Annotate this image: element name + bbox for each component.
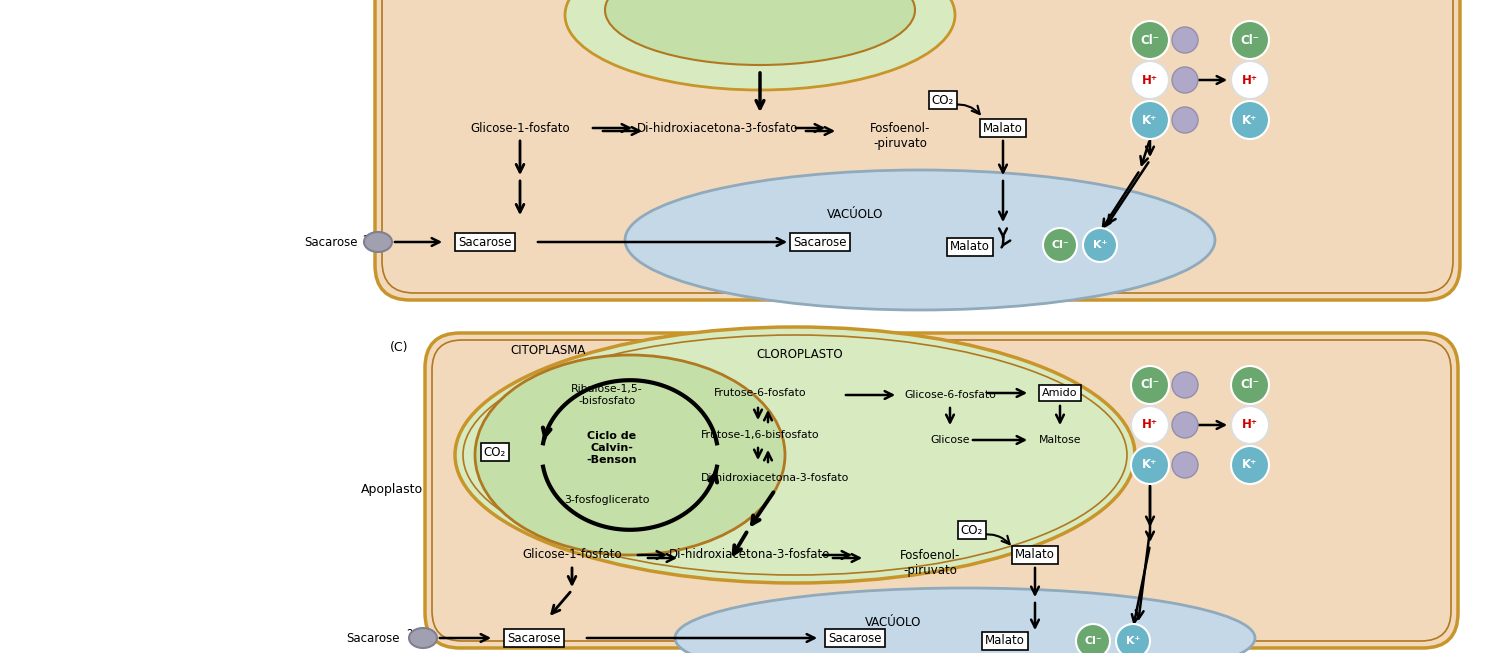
Text: Amido: Amido xyxy=(1042,388,1078,398)
Text: Malato: Malato xyxy=(983,121,1023,135)
Circle shape xyxy=(1131,446,1169,484)
Text: Glicose-6-fosfato: Glicose-6-fosfato xyxy=(904,390,995,400)
Circle shape xyxy=(1131,21,1169,59)
Circle shape xyxy=(1172,372,1197,398)
Text: H⁺: H⁺ xyxy=(1142,74,1158,86)
Text: Cl⁻: Cl⁻ xyxy=(1140,379,1160,392)
Text: Apoplasto: Apoplasto xyxy=(361,483,423,496)
Text: ?: ? xyxy=(361,234,369,246)
Circle shape xyxy=(1172,412,1197,438)
Text: CO₂: CO₂ xyxy=(961,524,983,537)
Text: ?: ? xyxy=(407,628,413,641)
Circle shape xyxy=(1044,228,1077,262)
Circle shape xyxy=(1230,446,1270,484)
Text: Malato: Malato xyxy=(1015,549,1054,562)
Circle shape xyxy=(1230,101,1270,139)
Text: Cl⁻: Cl⁻ xyxy=(1084,636,1102,646)
Text: K⁺: K⁺ xyxy=(1093,240,1107,250)
FancyBboxPatch shape xyxy=(425,333,1458,648)
Text: CO₂: CO₂ xyxy=(932,93,955,106)
Text: Di-hidroxiacetona-3-fosfato: Di-hidroxiacetona-3-fosfato xyxy=(700,473,849,483)
Text: Sacarose: Sacarose xyxy=(304,236,358,249)
Circle shape xyxy=(1172,67,1197,93)
Text: H⁺: H⁺ xyxy=(1242,419,1258,432)
Text: Ribulose-1,5-
-bisfosfato: Ribulose-1,5- -bisfosfato xyxy=(571,384,643,406)
Text: Di-hidroxiacetona-3-fosfato: Di-hidroxiacetona-3-fosfato xyxy=(669,549,831,562)
Circle shape xyxy=(1131,366,1169,404)
Text: Sacarose: Sacarose xyxy=(458,236,512,249)
Text: K⁺: K⁺ xyxy=(1143,458,1158,471)
Text: Sacarose: Sacarose xyxy=(346,631,401,645)
Text: H⁺: H⁺ xyxy=(1142,419,1158,432)
Ellipse shape xyxy=(675,588,1254,653)
Text: Fosfoenol-
-piruvato: Fosfoenol- -piruvato xyxy=(870,122,931,150)
Text: Glicose-1-fosfato: Glicose-1-fosfato xyxy=(523,549,622,562)
FancyBboxPatch shape xyxy=(375,0,1459,300)
Text: Ciclo de
Calvin-
-Benson: Ciclo de Calvin- -Benson xyxy=(587,432,637,464)
Text: Di-hidroxiacetona-3-fosfato: Di-hidroxiacetona-3-fosfato xyxy=(637,121,798,135)
Text: Cl⁻: Cl⁻ xyxy=(1241,33,1259,46)
Text: Cl⁻: Cl⁻ xyxy=(1241,379,1259,392)
Circle shape xyxy=(1131,61,1169,99)
Text: Fosfoenol-
-piruvato: Fosfoenol- -piruvato xyxy=(899,549,961,577)
Text: Maltose: Maltose xyxy=(1039,435,1081,445)
Ellipse shape xyxy=(364,232,392,252)
Text: VACÚOLO: VACÚOLO xyxy=(827,208,883,221)
Circle shape xyxy=(1230,61,1270,99)
Text: Cl⁻: Cl⁻ xyxy=(1051,240,1069,250)
Ellipse shape xyxy=(474,355,785,555)
Text: Glicose: Glicose xyxy=(931,435,970,445)
Text: Malato: Malato xyxy=(950,240,989,253)
Text: Frutose-1,6-bisfosfato: Frutose-1,6-bisfosfato xyxy=(700,430,819,440)
Text: VACÚOLO: VACÚOLO xyxy=(864,616,922,628)
Text: K⁺: K⁺ xyxy=(1143,114,1158,127)
Circle shape xyxy=(1075,624,1110,653)
Circle shape xyxy=(1172,107,1197,133)
Text: Malato: Malato xyxy=(985,635,1026,648)
Circle shape xyxy=(1230,366,1270,404)
Text: Sacarose: Sacarose xyxy=(828,631,881,645)
Text: Cl⁻: Cl⁻ xyxy=(1140,33,1160,46)
Text: (C): (C) xyxy=(390,342,408,355)
Circle shape xyxy=(1230,406,1270,444)
Text: K⁺: K⁺ xyxy=(1242,458,1258,471)
Text: K⁺: K⁺ xyxy=(1242,114,1258,127)
Circle shape xyxy=(1116,624,1151,653)
Text: CITOPLASMA: CITOPLASMA xyxy=(511,345,586,357)
Text: K⁺: K⁺ xyxy=(1126,636,1140,646)
Text: Frutose-6-fosfato: Frutose-6-fosfato xyxy=(714,388,806,398)
Ellipse shape xyxy=(455,327,1136,583)
Circle shape xyxy=(1172,452,1197,478)
Circle shape xyxy=(1131,101,1169,139)
Ellipse shape xyxy=(410,628,437,648)
Circle shape xyxy=(1230,21,1270,59)
Text: 3-fosfoglicerato: 3-fosfoglicerato xyxy=(565,495,649,505)
Ellipse shape xyxy=(625,170,1215,310)
Text: CO₂: CO₂ xyxy=(483,445,506,458)
Text: Sacarose: Sacarose xyxy=(794,236,846,249)
Text: Sacarose: Sacarose xyxy=(508,631,560,645)
Ellipse shape xyxy=(565,0,955,90)
Circle shape xyxy=(1172,27,1197,53)
Circle shape xyxy=(1083,228,1117,262)
Text: H⁺: H⁺ xyxy=(1242,74,1258,86)
Text: Glicose-1-fosfato: Glicose-1-fosfato xyxy=(470,121,569,135)
Text: CLOROPLASTO: CLOROPLASTO xyxy=(756,349,843,362)
Ellipse shape xyxy=(605,0,916,65)
Circle shape xyxy=(1131,406,1169,444)
